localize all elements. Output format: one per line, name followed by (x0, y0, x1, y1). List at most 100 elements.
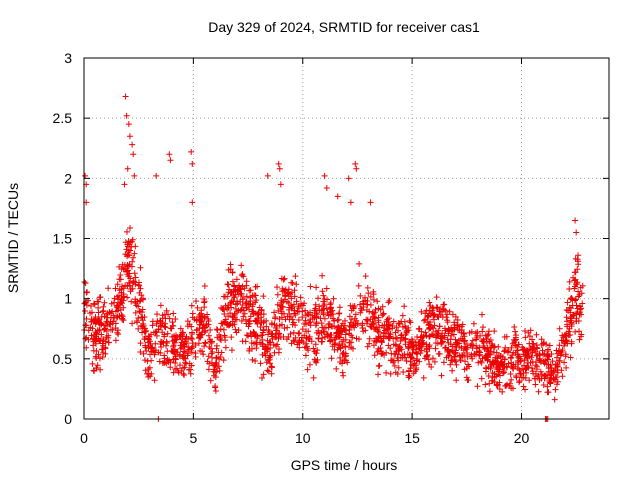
data-point (126, 273, 133, 280)
data-point (375, 334, 382, 341)
data-point (213, 355, 220, 362)
data-point (207, 327, 214, 334)
data-point (247, 300, 254, 307)
data-point (153, 320, 160, 327)
data-point (397, 338, 404, 345)
data-point (533, 366, 540, 373)
data-point (246, 345, 253, 352)
data-point (103, 311, 110, 318)
data-point (134, 298, 141, 305)
data-point (220, 326, 227, 333)
data-point (422, 329, 429, 336)
data-point (513, 373, 520, 380)
data-point (184, 318, 191, 325)
data-point (207, 377, 214, 384)
data-point (522, 352, 529, 359)
data-point (402, 335, 409, 342)
data-point (510, 336, 517, 343)
data-point (263, 317, 270, 324)
data-point (493, 349, 500, 356)
data-point (204, 358, 211, 365)
data-point (340, 349, 347, 356)
data-point (571, 269, 578, 276)
data-point (318, 338, 325, 345)
data-point (579, 300, 586, 307)
data-point (243, 278, 250, 285)
y-tick-label: 3 (64, 50, 72, 66)
data-point (131, 250, 138, 257)
data-point (119, 316, 126, 323)
data-point (92, 340, 99, 347)
data-point (554, 369, 561, 376)
data-point (410, 355, 417, 362)
data-point (346, 313, 353, 320)
data-point (487, 336, 494, 343)
data-point (453, 361, 460, 368)
data-point (488, 340, 495, 347)
data-point (301, 332, 308, 339)
data-point (383, 326, 390, 333)
data-point (423, 348, 430, 355)
data-point (536, 376, 543, 383)
data-point (356, 260, 363, 267)
data-point (434, 333, 441, 340)
data-point (412, 368, 419, 375)
data-point (336, 310, 343, 317)
data-point (474, 329, 481, 336)
data-point (111, 299, 118, 306)
data-point (504, 364, 511, 371)
data-point (229, 278, 236, 285)
data-point (351, 303, 358, 310)
data-point (142, 334, 149, 341)
data-point (182, 359, 189, 366)
data-point (329, 315, 336, 322)
data-point (279, 304, 286, 311)
data-point (221, 332, 228, 339)
data-point (386, 297, 393, 304)
data-point (426, 345, 433, 352)
data-point (254, 333, 261, 340)
data-point (130, 254, 137, 261)
data-point (561, 359, 568, 366)
data-point (405, 372, 412, 379)
data-point (114, 329, 121, 336)
data-point (237, 286, 244, 293)
data-point (357, 292, 364, 299)
data-point (444, 319, 451, 326)
data-point (296, 329, 303, 336)
data-point (415, 339, 422, 346)
data-point (522, 386, 529, 393)
data-point (410, 362, 417, 369)
data-point (253, 341, 260, 348)
data-point (137, 264, 144, 271)
x-tick-label: 20 (514, 430, 530, 446)
data-point (417, 350, 424, 357)
data-point (124, 243, 131, 250)
data-point (320, 328, 327, 335)
data-point (524, 363, 531, 370)
data-point (362, 273, 369, 280)
data-point (136, 279, 143, 286)
data-point (387, 370, 394, 377)
data-point (153, 332, 160, 339)
data-point (356, 301, 363, 308)
data-point (291, 307, 298, 314)
data-point (178, 331, 185, 338)
data-point (461, 351, 468, 358)
data-point (130, 278, 137, 285)
data-point (121, 261, 128, 268)
data-point (90, 300, 97, 307)
data-point (482, 332, 489, 339)
data-point (288, 279, 295, 286)
data-point (243, 332, 250, 339)
data-point (501, 333, 508, 340)
data-point (288, 295, 295, 302)
data-point (238, 272, 245, 279)
data-point (453, 377, 460, 384)
data-point (334, 325, 341, 332)
data-point (436, 350, 443, 357)
data-point (241, 285, 248, 292)
data-point (455, 337, 462, 344)
data-point (395, 364, 402, 371)
